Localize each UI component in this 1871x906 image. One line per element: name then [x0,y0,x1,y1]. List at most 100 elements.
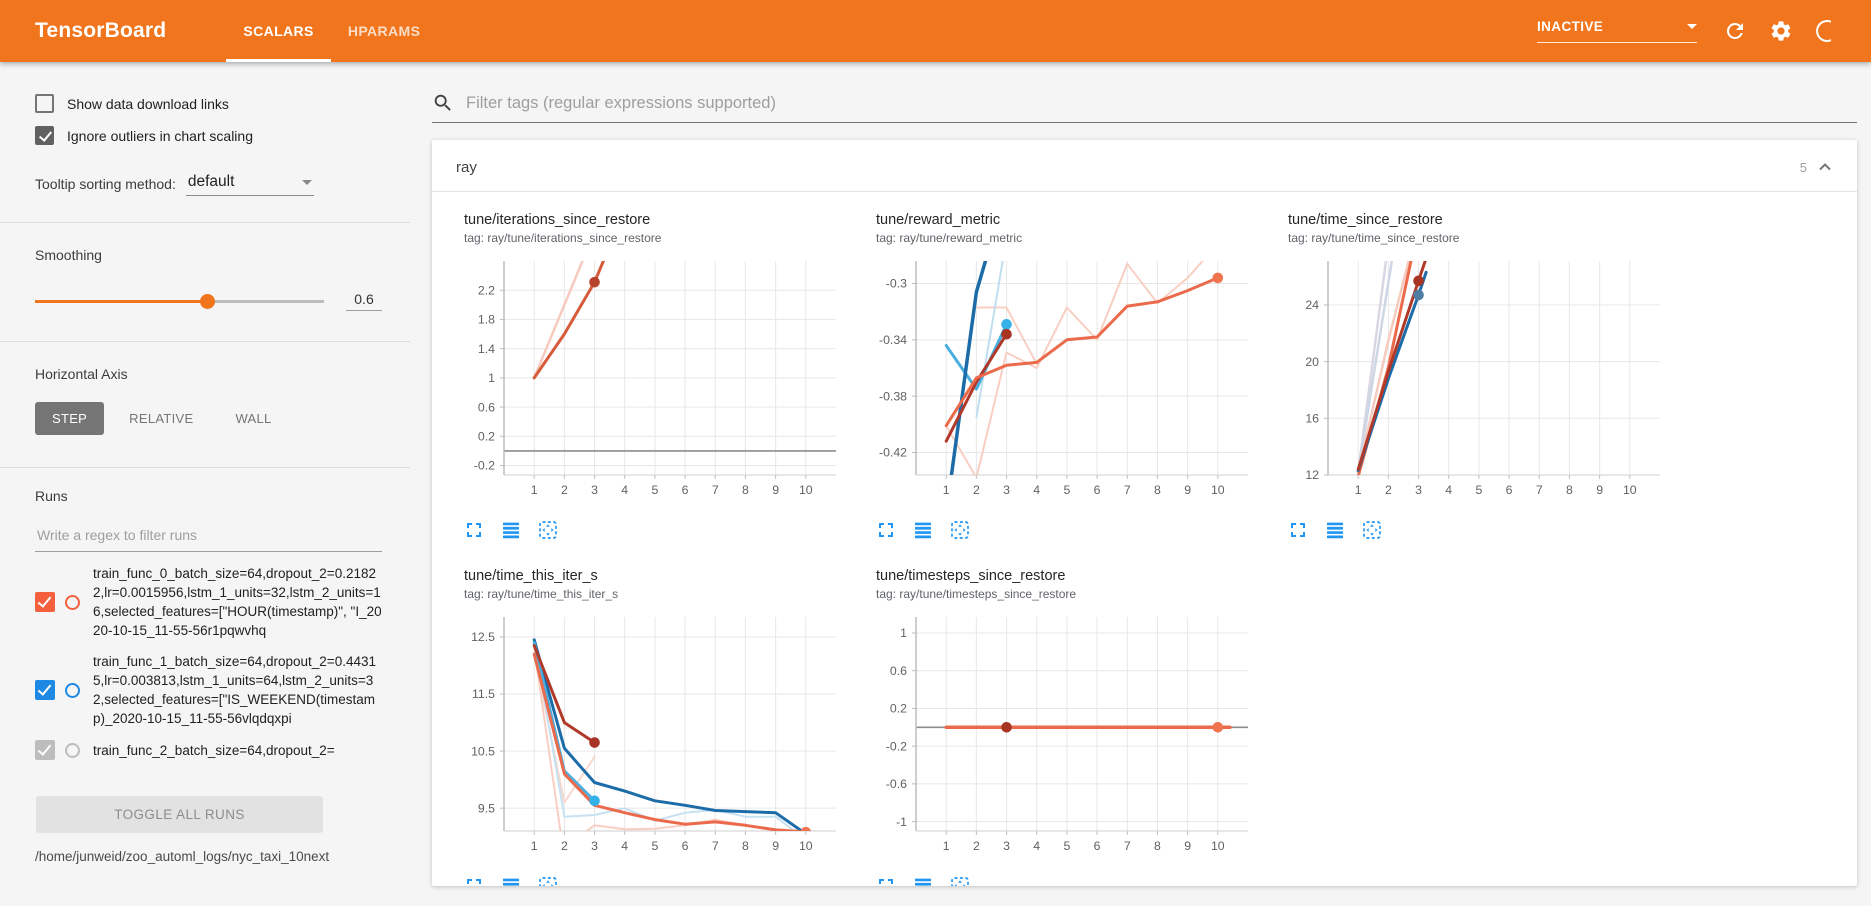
run-color-swatch[interactable] [65,742,80,758]
fit-domain-icon[interactable] [948,518,972,542]
show-download-links-checkbox[interactable] [35,94,54,113]
ray-section-header[interactable]: ray 5 [432,140,1857,192]
runs-label: Runs [35,488,68,504]
tab-hparams-label: HPARAMS [347,23,421,39]
run-row[interactable]: train_func_2_batch_size=64,dropout_2= [35,740,382,760]
final-value-dot [1413,275,1424,287]
ignore-outliers-checkbox[interactable] [35,126,54,145]
chart-plot[interactable]: 1 2 3 4 5 6 7 8 9 10 -0.3 -0.34 -0.38 -0.42 [858,255,1258,505]
show-download-links-checkbox-row[interactable]: Show data download links [35,94,382,113]
ignore-outliers-checkbox-row[interactable]: Ignore outliers in chart scaling [35,126,382,145]
axis-step-button[interactable]: STEP [35,402,105,435]
fit-domain-icon[interactable] [948,874,972,886]
axis-tick-label: 20 [1305,355,1319,369]
axis-tick-label: 4 [1033,483,1040,497]
axis-tick-label: 1.8 [478,313,495,327]
axis-tick-label: 3 [591,483,598,497]
axis-tick-label: 7 [712,483,719,497]
final-value-dot [589,276,600,288]
axis-tick-label: -1 [896,815,907,829]
axis-tick-label: 7 [1536,483,1543,497]
runs-filter-input[interactable] [35,526,382,544]
log-scale-icon[interactable] [1323,518,1347,542]
run-color-swatch[interactable] [65,594,80,610]
axis-tick-label: 0.6 [478,400,495,414]
tab-hparams[interactable]: HPARAMS [331,0,438,62]
chart-tag: tag: ray/tune/iterations_since_restore [464,231,662,245]
series-line-raw-orange [532,261,584,380]
series-line-smoothed-orange-red [532,261,606,380]
axis-tick-label: 24 [1305,298,1319,312]
refresh-icon[interactable] [1723,19,1747,43]
log-scale-icon[interactable] [911,874,935,886]
expand-icon[interactable] [874,518,898,542]
series-line-raw-salmon-2 [975,306,1038,365]
axis-tick-label: 4 [621,839,628,853]
axis-tick-label: 2 [561,483,568,497]
axis-tick-label: 9 [1184,839,1191,853]
chart-tag: tag: ray/tune/time_since_restore [1288,231,1460,245]
log-scale-icon[interactable] [499,874,523,886]
axis-tick-label: 5 [651,839,658,853]
status-select[interactable]: INACTIVE [1537,19,1697,43]
expand-icon[interactable] [1286,518,1310,542]
run-checkbox[interactable] [35,592,55,612]
chart-plot[interactable]: 1 2 3 4 5 6 7 8 9 10 1 0.6 0.2 -0.2 -0.6 -1 [858,611,1258,861]
checkbox-label: Show data download links [67,95,229,112]
run-checkbox[interactable] [35,680,55,700]
tab-scalars[interactable]: SCALARS [226,0,332,62]
fit-domain-icon[interactable] [536,518,560,542]
final-value-dot [1212,272,1224,284]
axis-tick-label: -0.42 [879,446,907,460]
axis-tick-label: 5 [651,483,658,497]
expand-icon[interactable] [462,874,486,886]
horizontal-axis-label: Horizontal Axis [35,366,128,382]
final-value-dot [589,737,600,748]
run-color-swatch[interactable] [65,682,80,698]
toggle-all-runs-button[interactable]: TOGGLE ALL RUNS [36,796,323,833]
gear-icon[interactable] [1769,19,1793,43]
axis-relative-button[interactable]: RELATIVE [129,411,194,426]
chart-plot[interactable]: 1 2 3 4 5 6 7 8 9 10 12.5 11.5 10.5 9.5 [446,611,846,861]
fit-domain-icon[interactable] [536,874,560,886]
axis-tick-label: 8 [1154,483,1161,497]
slider-thumb[interactable] [200,293,216,309]
axis-wall-button[interactable]: WALL [235,411,272,426]
chart-footer [462,518,858,542]
axis-tick-label: 11.5 [472,687,495,701]
axis-tick-label: 8 [742,483,749,497]
axis-tick-label: 5 [1063,839,1070,853]
axis-tick-label: 10 [1211,483,1225,497]
chart-plot[interactable]: 1 2 3 4 5 6 7 8 9 10 2.2 1.8 1.4 1 0.6 0.2 -0.2 [446,255,846,505]
run-row[interactable]: train_func_0_batch_size=64,dropout_2=0.2… [35,564,382,640]
axis-tick-label: -0.2 [886,739,907,753]
axis-tick-label: -0.34 [879,333,907,347]
select-underline [1537,42,1697,43]
help-icon[interactable] [1815,18,1831,44]
run-row[interactable]: train_func_1_batch_size=64,dropout_2=0.4… [35,652,382,728]
chevron-up-icon[interactable] [1815,157,1835,177]
axis-tick-label: 16 [1305,412,1319,426]
checkbox-label: Ignore outliers in chart scaling [67,127,253,144]
log-scale-icon[interactable] [911,518,935,542]
divider [0,341,410,342]
series-line-smoothed-orange [532,652,807,831]
smoothing-slider[interactable] [35,293,324,309]
log-scale-icon[interactable] [499,518,523,542]
sidebar: Show data download links Ignore outliers… [0,62,410,906]
axis-tick-label: 1 [1355,483,1362,497]
expand-icon[interactable] [462,518,486,542]
section-chart-count: 5 [1799,159,1807,175]
chart-card: tune/timesteps_since_restore tag: ray/tun… [858,568,1270,886]
axis-tick-label: 1.4 [478,342,495,356]
chart-card: tune/reward_metric tag: ray/tune/reward_m… [858,212,1270,556]
tag-filter-input[interactable] [464,92,1857,114]
tooltip-sorting-select[interactable]: default [185,173,314,196]
expand-icon[interactable] [874,874,898,886]
chart-footer [874,874,1270,886]
fit-domain-icon[interactable] [1360,518,1384,542]
series-line-smoothed-darkred [944,332,1008,443]
run-checkbox[interactable] [35,740,55,760]
axis-tick-label: 2 [1385,483,1392,497]
